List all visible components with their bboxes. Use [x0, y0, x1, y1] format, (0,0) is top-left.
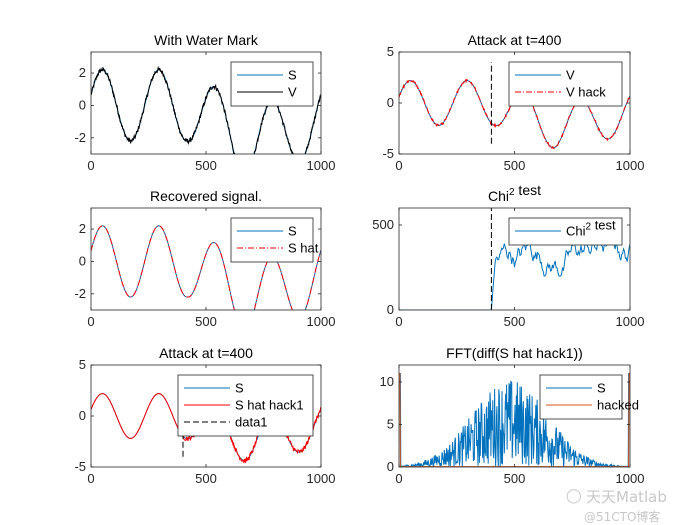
legend-box: [539, 374, 623, 420]
watermark-line2: @51CTO博客: [584, 510, 661, 524]
legend: SV: [230, 61, 314, 107]
y-tick-label: 0: [79, 408, 86, 423]
chart-title: With Water Mark: [154, 32, 259, 48]
legend-label: V hack: [566, 85, 606, 100]
x-tick-label: 500: [504, 471, 526, 486]
y-tick-label: -2: [74, 130, 86, 145]
x-tick-label: 500: [504, 314, 526, 329]
x-tick-label: 1000: [307, 158, 336, 173]
y-tick-label: 0: [387, 459, 394, 474]
y-tick-label: 0: [387, 95, 394, 110]
legend-label: Chi2 test: [566, 218, 616, 239]
x-tick-label: 0: [87, 158, 94, 173]
legend-label: V: [566, 68, 575, 83]
legend-box: [508, 61, 623, 107]
legend-label: S: [597, 381, 606, 396]
y-tick-label: 5: [387, 417, 394, 432]
x-tick-label: 1000: [307, 314, 336, 329]
y-tick-label: 0: [387, 302, 394, 317]
legend-label: S: [288, 68, 297, 83]
x-tick-label: 500: [195, 314, 217, 329]
legend: S S hat: [230, 217, 319, 263]
legend-label: S hat hack1: [235, 398, 304, 413]
x-tick-label: 0: [87, 471, 94, 486]
x-tick-label: 1000: [616, 314, 645, 329]
x-tick-label: 0: [395, 471, 402, 486]
legend-label: V: [288, 85, 297, 100]
series-line-chi-test: [399, 235, 630, 310]
x-tick-label: 1000: [616, 158, 645, 173]
series-line-v: [91, 65, 321, 154]
x-tick-label: 1000: [307, 471, 336, 486]
legend: Chi2 test: [508, 218, 623, 246]
x-tick-label: 500: [195, 471, 217, 486]
watermark: ◯ 天天Matlab @51CTO博客: [566, 486, 696, 525]
chart-title: Attack at t=400: [159, 345, 253, 361]
series-line-s-hat: [91, 225, 321, 310]
watermark-line1: 天天Matlab: [586, 488, 667, 506]
x-tick-label: 500: [504, 158, 526, 173]
legend: V V hack: [508, 61, 623, 107]
y-tick-label: 5: [387, 44, 394, 59]
chart-panel-6: 0 500 1000 0 5 10 FFT(diff(S hat hack1)) Shacke…: [380, 345, 645, 486]
y-tick-label: 10: [380, 374, 394, 389]
y-tick-label: 5: [79, 357, 86, 372]
y-tick-label: 2: [79, 221, 86, 236]
y-tick-label: -5: [74, 459, 86, 474]
x-tick-label: 0: [395, 314, 402, 329]
legend-box: [230, 217, 314, 263]
y-tick-label: 0: [79, 253, 86, 268]
x-tick-label: 0: [395, 158, 402, 173]
chart-title: FFT(diff(S hat hack1)): [446, 345, 583, 361]
legend-label: hacked: [597, 398, 639, 413]
y-tick-label: 0: [79, 97, 86, 112]
y-tick-label: 500: [372, 217, 394, 232]
chart-title: Attack at t=400: [468, 32, 562, 48]
wechat-icon: ◯: [566, 488, 582, 504]
legend-label: S: [288, 224, 297, 239]
chart-title: Recovered signal.: [150, 188, 262, 204]
legend: S S hat hack1 data1: [177, 374, 314, 437]
y-tick-label: -5: [382, 146, 394, 161]
legend-box: [230, 61, 314, 107]
y-tick-label: -2: [74, 286, 86, 301]
chart-title: Chi2 test: [488, 182, 541, 204]
series-line-s: [399, 373, 630, 467]
x-tick-label: 1000: [616, 471, 645, 486]
legend-label: data1: [235, 415, 268, 430]
legend-label: S hat: [288, 241, 319, 256]
y-tick-label: 2: [79, 65, 86, 80]
chart-panel-4: 0 500 1000 0 500 Chi2 test Chi2 test: [372, 182, 644, 329]
x-tick-label: 500: [195, 158, 217, 173]
legend-label: S: [235, 381, 244, 396]
x-tick-label: 0: [87, 314, 94, 329]
